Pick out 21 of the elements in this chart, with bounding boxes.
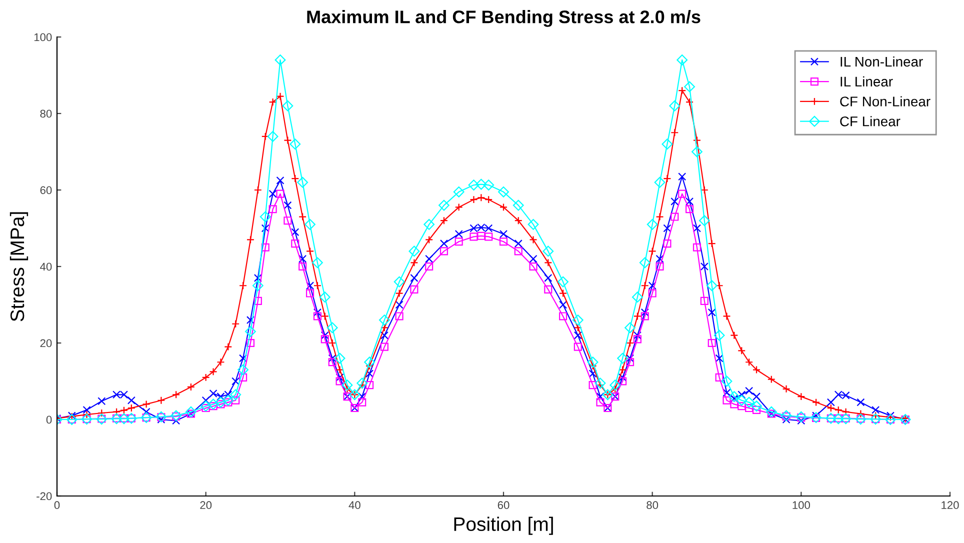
x-axis-title: Position [m] [454,516,553,535]
y-tick-label: 0 [46,416,52,424]
x-tick-label: 80 [646,501,658,510]
x-tick-label: 100 [792,501,810,510]
y-tick-label: 20 [40,339,52,348]
x-tick-label: 0 [54,501,60,510]
y-axis-title: Stress [MPa] [10,212,28,322]
x-tick-label: 60 [498,501,510,510]
y-tick-label: 40 [40,262,52,271]
y-tick-label: 100 [34,33,52,42]
x-tick-label: 120 [942,501,959,510]
y-tick-label: -20 [36,492,52,500]
y-tick-label: 80 [40,110,52,118]
x-tick-label: 40 [348,501,360,510]
legend-label: CF Linear [840,116,900,126]
legend-label: IL Linear [840,76,893,87]
x-tick-label: 20 [200,501,212,510]
chart-title: Maximum IL and CF Bending Stress at 2.0 m/s [307,10,700,27]
y-tick-label: 60 [40,186,52,194]
legend-label: IL Non-Linear [840,56,923,67]
legend-label: CF Non-Linear [840,96,930,106]
